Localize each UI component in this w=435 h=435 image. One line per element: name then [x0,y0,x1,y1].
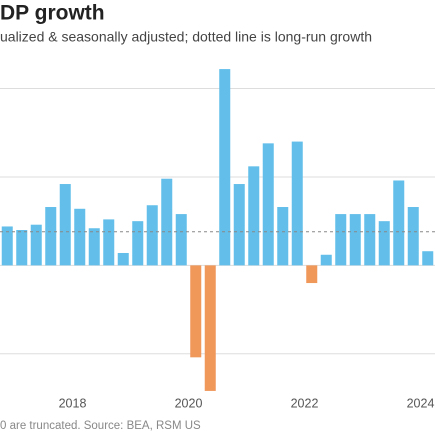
bar [117,252,129,266]
bar [378,221,390,266]
x-tick-label: 2022 [291,396,319,410]
bar [30,224,42,266]
bar [190,265,202,358]
x-tick-label: 2024 [407,396,435,410]
bar [320,254,332,266]
bar [335,214,347,266]
bar [277,207,289,266]
chart-title: DP growth [0,2,105,25]
bar [45,207,57,266]
bar [291,141,303,266]
bar [233,184,245,266]
bar [175,214,187,266]
bar [393,180,405,266]
bar [1,226,13,266]
x-tick-label: 2018 [59,396,87,410]
bar [132,221,144,266]
chart-subtitle: ualized & seasonally adjusted; dotted li… [0,29,372,45]
bar [161,178,173,266]
x-tick-label: 2020 [175,396,203,410]
bar [74,208,86,266]
bar [407,207,419,266]
bar [219,69,231,266]
bar [422,251,434,266]
bar [103,219,115,266]
bar [248,166,260,266]
bar [204,265,216,391]
bar [364,214,376,266]
bar [349,214,361,266]
bar [306,265,318,284]
bar [16,230,28,266]
chart-footer: 0 are truncated. Source: BEA, RSM US [0,420,201,432]
bar [146,205,158,266]
bar [88,228,100,266]
bar [262,143,274,266]
bar [59,184,71,266]
